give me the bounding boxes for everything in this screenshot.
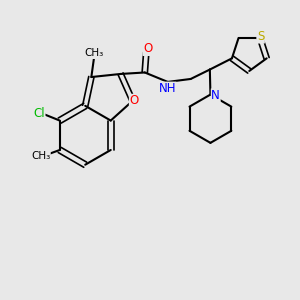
Text: CH₃: CH₃ [85, 49, 104, 58]
Text: NH: NH [158, 82, 176, 95]
Text: O: O [143, 42, 152, 56]
Text: S: S [257, 30, 264, 43]
Text: CH₃: CH₃ [31, 151, 50, 161]
Text: N: N [212, 89, 220, 102]
Text: O: O [130, 94, 139, 107]
Text: Cl: Cl [33, 107, 45, 120]
